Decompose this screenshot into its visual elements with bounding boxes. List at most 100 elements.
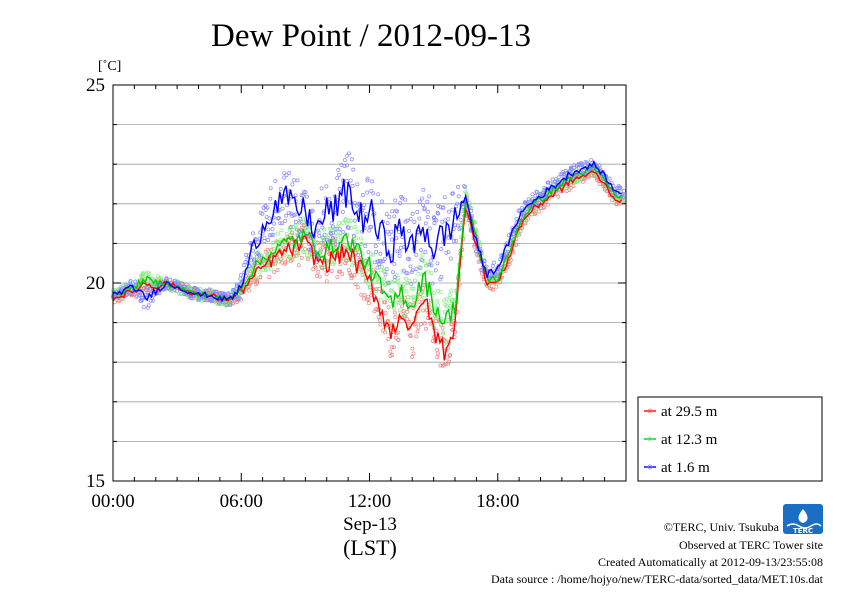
scatter-point (405, 271, 410, 276)
scatter-point (370, 179, 374, 184)
scatter-point (473, 220, 478, 225)
scatter-point (365, 190, 370, 195)
legend-marker (647, 408, 653, 414)
scatter-point (368, 252, 373, 257)
scatter-point (456, 194, 461, 199)
scatter-point (295, 178, 300, 183)
scatter-point (238, 273, 243, 278)
scatter-point (340, 272, 345, 276)
scatter-point (426, 269, 430, 274)
scatter-point (314, 274, 319, 278)
scatter-point (441, 330, 446, 335)
scatter-point (387, 232, 392, 237)
scatter-point (447, 359, 451, 364)
scatter-point (141, 305, 146, 310)
scatter-point (331, 235, 335, 240)
scatter-point (283, 218, 288, 223)
scatter-point (434, 318, 439, 323)
scatter-point (374, 288, 379, 293)
scatter-point (382, 256, 387, 261)
scatter-point (342, 242, 347, 247)
scatter-point (444, 339, 449, 344)
scatter-point (146, 303, 151, 308)
scatter-point (316, 269, 321, 274)
scatter-point (349, 157, 354, 162)
scatter-point (412, 278, 417, 283)
scatter-point (426, 209, 430, 214)
scatter-point (530, 197, 535, 202)
scatter-point (212, 289, 217, 294)
scatter-point (333, 241, 338, 246)
scatter-point (427, 262, 432, 267)
scatter-point (267, 275, 272, 279)
scatter-point (202, 297, 207, 302)
scatter-point (411, 294, 416, 299)
scatter-point (393, 335, 398, 340)
legend: at 29.5 m at 12.3 m at 1.6 m (637, 396, 823, 482)
scatter-point (369, 224, 374, 229)
scatter-point (576, 163, 581, 167)
scatter-point (314, 240, 319, 244)
scatter-point (429, 258, 434, 263)
scatter-point (262, 235, 267, 240)
scatter-point (337, 186, 342, 191)
scatter-point (373, 244, 378, 249)
scatter-point (432, 217, 437, 222)
scatter-point (304, 194, 309, 199)
scatter-point (444, 250, 449, 255)
scatter-point (278, 221, 283, 226)
scatter-point (267, 248, 272, 253)
scatter-point (546, 180, 551, 185)
scatter-point (401, 310, 406, 315)
scatter-point (620, 192, 625, 197)
y-tick-labels: 15 20 25 (86, 75, 105, 492)
scatter-point (409, 286, 414, 291)
scatter-point (226, 291, 231, 296)
scatter-point (385, 229, 390, 234)
scatter-point (360, 272, 365, 277)
scatter-point (293, 223, 298, 228)
scatter-point (282, 171, 287, 176)
scatter-point (395, 209, 400, 214)
scatter-point (359, 241, 364, 246)
scatter-point (275, 256, 280, 261)
scatter-point (177, 291, 182, 296)
axis-ticks (112, 84, 627, 482)
legend-item: at 29.5 m (644, 404, 718, 420)
scatter-point (363, 244, 368, 248)
scatter-point (371, 191, 376, 196)
scatter-point (384, 267, 389, 272)
scatter-point (524, 200, 529, 205)
scatter-point (284, 213, 289, 218)
scatter-point (431, 291, 436, 296)
scatter-point (288, 257, 293, 262)
scatter-point (417, 199, 422, 204)
scatter-point (446, 217, 450, 222)
scatter-point (396, 301, 401, 306)
scatter-point (362, 203, 366, 208)
scatter-point (285, 254, 290, 259)
scatter-point (246, 268, 251, 272)
scatter-point (395, 280, 400, 285)
scatter-point (405, 218, 410, 223)
scatter-point (415, 329, 420, 334)
scatter-point (270, 241, 275, 245)
scatter-point (414, 240, 419, 245)
scatter-point (439, 247, 444, 252)
scatter-point (216, 300, 221, 305)
scatter-point (413, 321, 418, 326)
scatter-point (548, 181, 553, 186)
scatter-point (447, 353, 452, 358)
scatter-point (128, 280, 133, 285)
scatter-point (391, 345, 396, 350)
scatter-point (389, 229, 394, 234)
scatter-point (435, 299, 440, 304)
scatter-point (424, 326, 428, 331)
logo-text: TERC (793, 527, 813, 535)
scatter-point (513, 223, 518, 228)
scatter-point (340, 221, 345, 225)
scatter-point (487, 286, 492, 291)
scatter-point (157, 291, 162, 296)
scatter-point (296, 263, 301, 268)
scatter-point (299, 255, 304, 260)
